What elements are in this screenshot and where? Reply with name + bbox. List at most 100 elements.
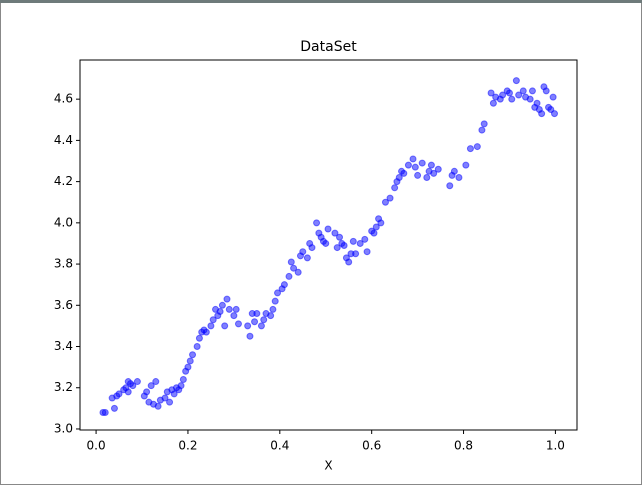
scatter-point [473,143,481,151]
scatter-point [434,165,442,173]
scatter-point [324,225,332,233]
scatter-point [466,145,474,153]
scatter-point [512,77,520,85]
scatter-point [519,87,527,95]
y-tick-label: 3.2 [54,380,73,394]
scatter-point [414,171,422,179]
y-tick-label: 3.4 [54,339,73,353]
scatter-point [218,301,226,309]
scatter-point [487,89,495,97]
scatter-point [446,182,454,190]
scatter-point [322,239,330,247]
scatter-point [372,223,380,231]
scatter-point [115,390,123,398]
plot-frame [79,59,578,431]
y-tick-label: 3.6 [54,298,73,312]
scatter-point [349,237,357,245]
scatter-point [336,233,344,241]
scatter-point [244,322,252,330]
scatter-point [386,194,394,202]
y-tick-label: 4.4 [54,133,73,147]
scatter-point [533,99,541,107]
scatter-point [246,332,254,340]
scatter-point [154,402,162,410]
scatter-point [253,310,261,318]
x-tick-label: 0.0 [87,439,106,453]
scatter-point [110,404,118,412]
scatter-point [345,258,353,266]
scatter-point [147,382,155,390]
scatter-point [179,375,187,383]
scatter-point [280,281,288,289]
scatter-point [391,184,399,192]
scatter-point [400,169,408,177]
scatter-point [299,248,307,256]
scatter-point [363,248,371,256]
scatter-point [225,305,233,313]
scatter-point [285,272,293,280]
scatter-point [489,99,497,107]
scatter-point [395,173,403,181]
scatter-point [462,161,470,169]
scatter-point [381,198,389,206]
scatter-point [313,219,321,227]
y-tick-label: 4.2 [54,174,73,188]
scatter-point [418,159,426,167]
scatter-point [409,155,417,163]
scatter-point [170,390,178,398]
scatter-point [143,388,151,396]
scatter-point [129,382,137,390]
scatter-point [287,258,295,266]
scatter-point [550,110,558,118]
scatter-point [234,320,242,328]
scatter-point [294,268,302,276]
scatter-point [331,229,339,237]
x-tick-label: 0.6 [362,439,381,453]
scatter-point [478,126,486,134]
scatter-point [340,242,348,250]
scatter-point [161,394,169,402]
scatter-point [526,95,534,103]
scatter-point [189,351,197,359]
scatter-point [223,295,231,303]
scatter-point [508,95,516,103]
scatter-point [193,343,201,351]
scatter-point [267,312,275,320]
scatter-point [251,318,259,326]
scatter-point [303,254,311,262]
scatter-point [404,161,412,169]
y-tick-label: 4.6 [54,92,73,106]
x-tick-label: 0.4 [270,439,289,453]
scatter-point [455,173,463,181]
scatter-point [202,328,210,336]
scatter-point [221,322,229,330]
scatter-point [177,382,185,390]
scatter-point [133,378,141,386]
scatter-point [290,264,298,272]
x-tick-label: 1.0 [546,439,565,453]
scatter-point [308,244,316,252]
scatter-point [216,307,224,315]
scatter-point [333,244,341,252]
scatter-point [505,89,513,97]
scatter-point [166,398,174,406]
scatter-point [260,316,268,324]
scatter-point [549,93,557,101]
scatter-point [430,169,438,177]
scatter-point [271,297,279,305]
scatter-point [423,173,431,181]
scatter-point [370,229,378,237]
scatter-point [274,289,282,297]
x-tick-label: 0.8 [454,439,473,453]
scatter-point [450,167,458,175]
scatter-point [232,305,240,313]
scatter-point [352,250,360,258]
y-tick-label: 4.0 [54,215,73,229]
chart-title: DataSet [300,39,357,55]
scatter-point [186,357,194,365]
scatter-point [411,163,419,171]
scatter-point [269,305,277,313]
scatter-point [538,110,546,118]
scatter-point [528,87,536,95]
scatter-point [480,120,488,128]
